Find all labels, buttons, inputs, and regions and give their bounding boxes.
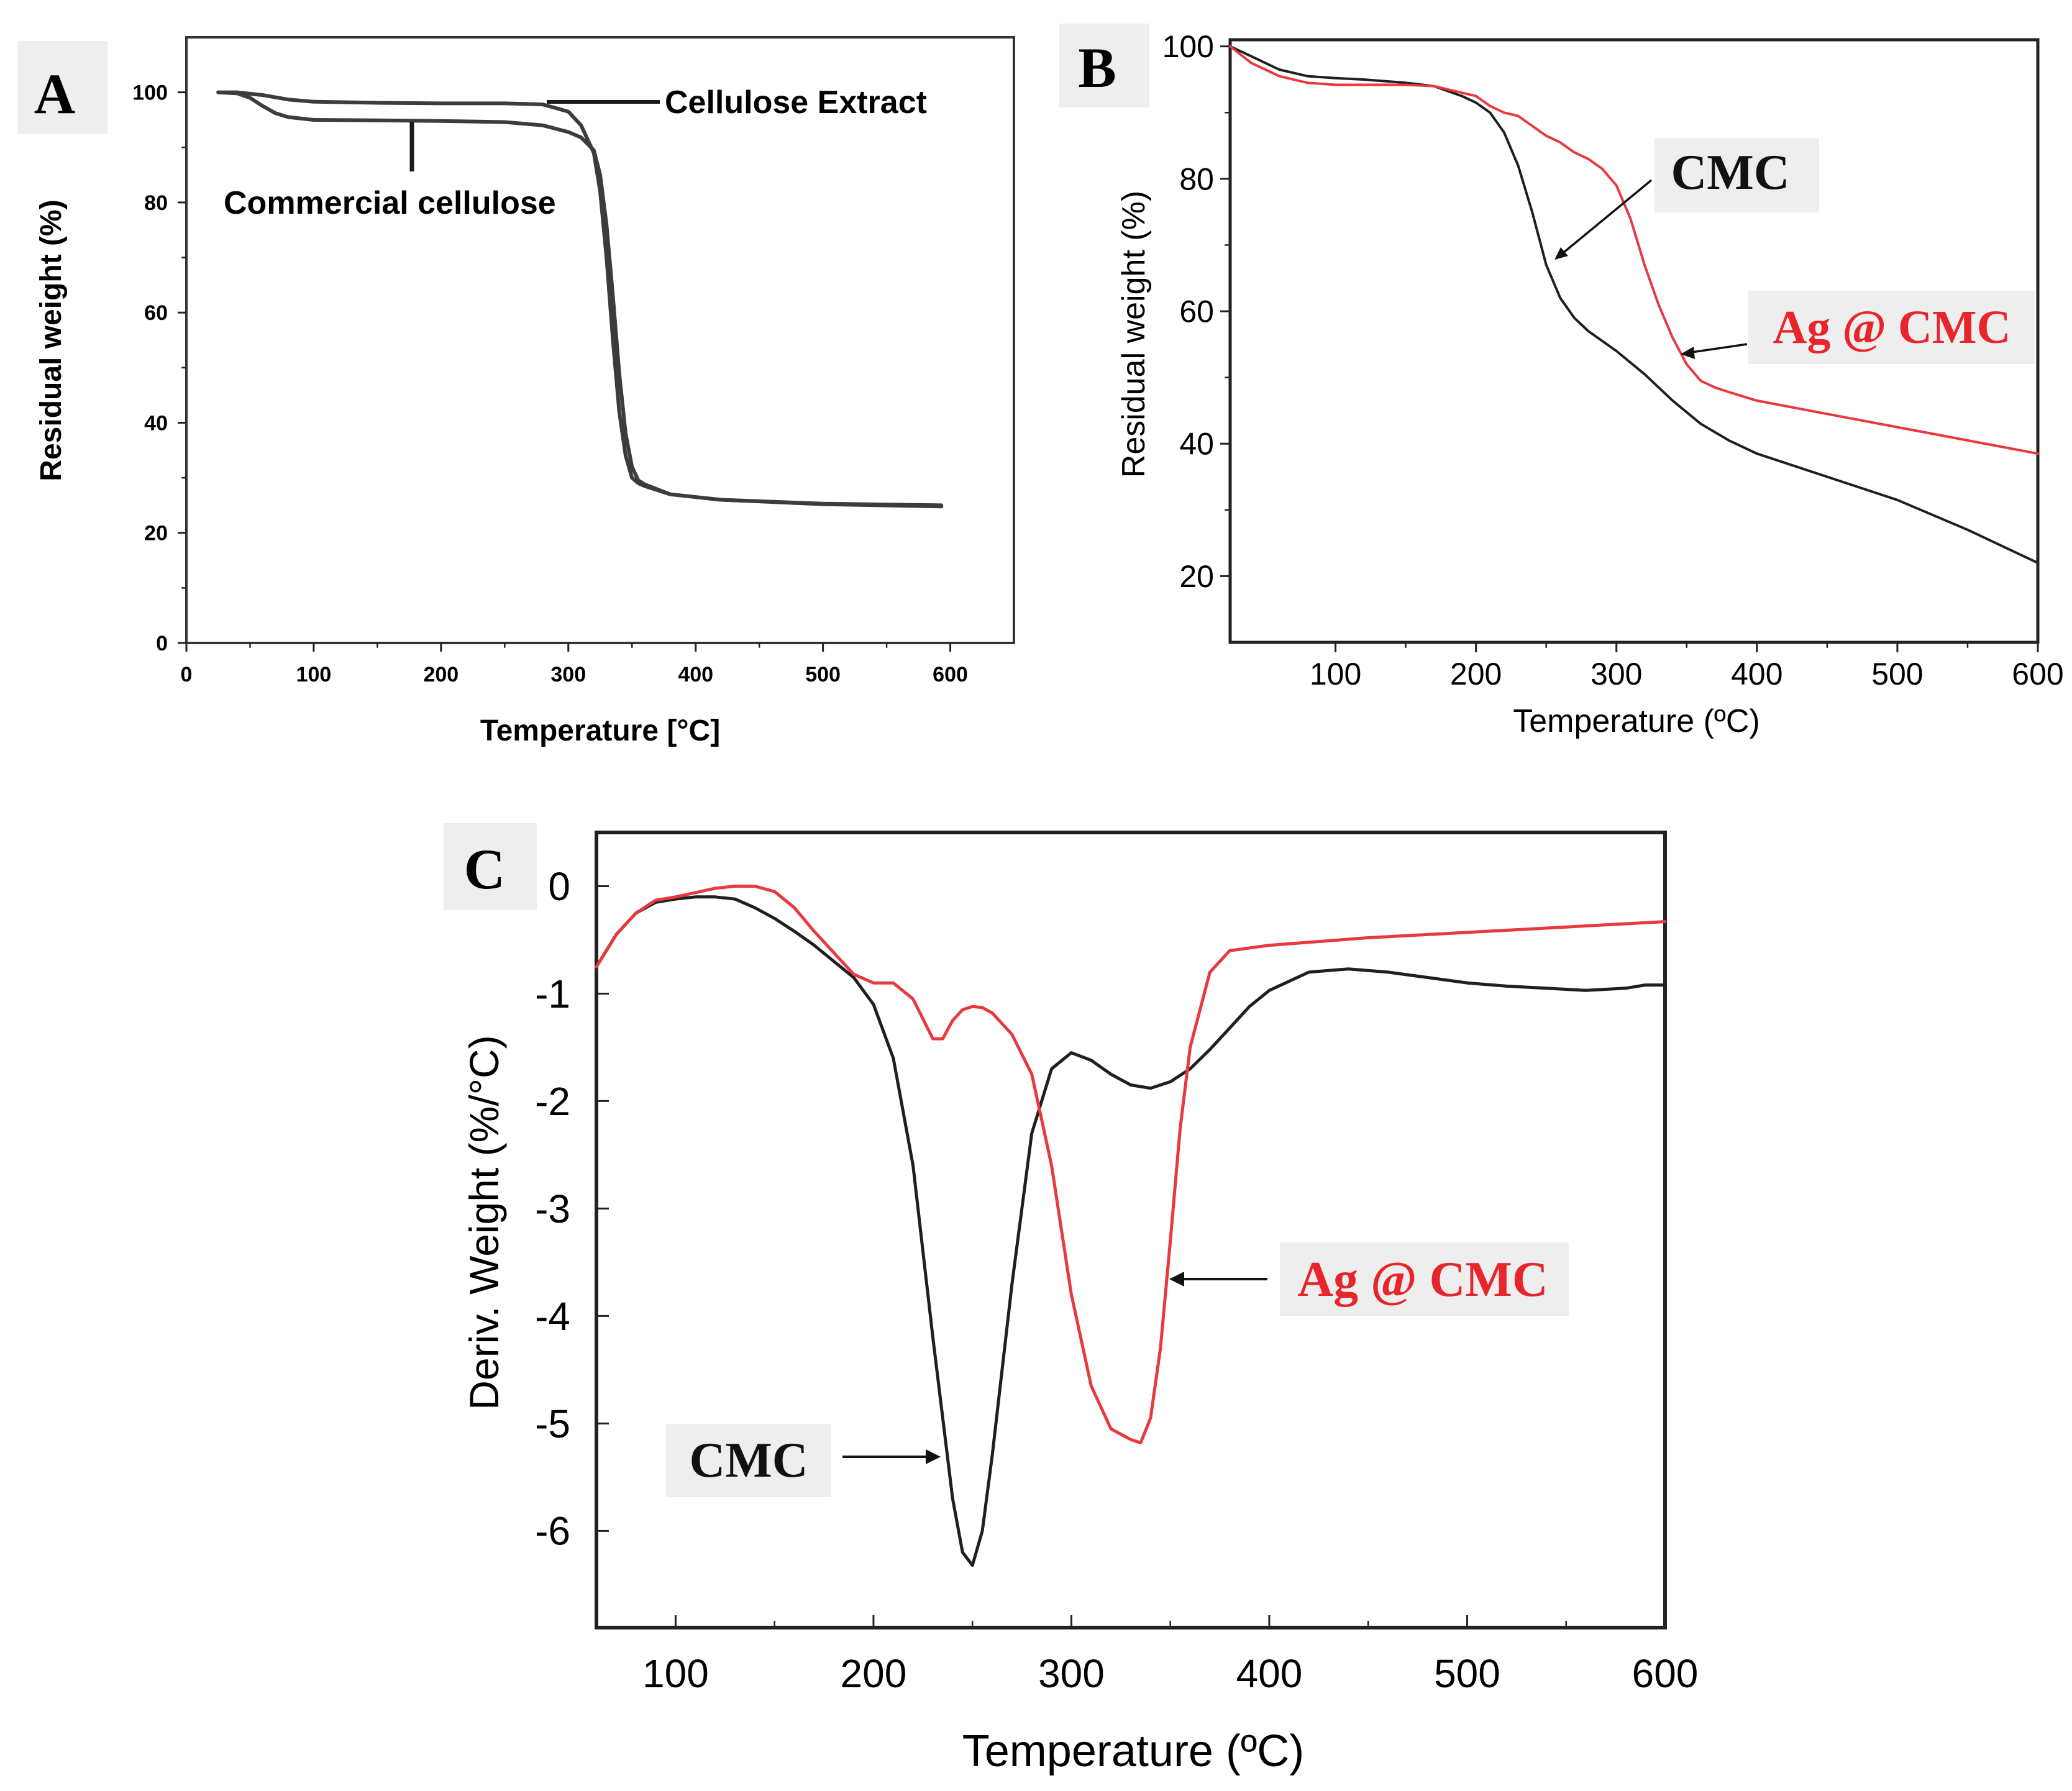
panel-a-y-tick-label-0: 0	[156, 632, 168, 655]
panel-b-cmc-arrow	[1558, 179, 1653, 257]
panel-c-y-tick-label-5: -5	[535, 1401, 570, 1446]
panel-a: A 0 100 200 300 400 500 600 0 20 40 60 80 100 Temper…	[17, 36, 1015, 747]
panel-b-x-tick-label-1: 200	[1450, 657, 1502, 691]
panel-c-series-cmc-line	[595, 895, 1667, 1567]
panel-b-x-tick-label-2: 300	[1591, 657, 1642, 691]
panel-a-y-axis-title: Residual weight (%)	[35, 199, 68, 481]
panel-b-letter-box	[1059, 24, 1149, 107]
panel-b-ag-cmc-arrowhead	[1681, 347, 1695, 359]
panel-a-commercial-cellulose-label: Commercial cellulose	[224, 185, 556, 221]
panel-c-cmc-label: CMC	[689, 1433, 808, 1488]
panel-b-plot-frame	[1228, 38, 2040, 644]
panel-b-series-cmc-line	[1229, 45, 2039, 565]
panel-a-series-cellulose-extract-line	[216, 90, 944, 508]
panel-c-x-tick-label-1: 200	[841, 1651, 907, 1696]
panel-c-y-axis-title: Deriv. Weight (%/°C)	[461, 1035, 507, 1410]
panel-c-y-tick-label-0: 0	[548, 864, 570, 909]
panel-a-cellulose-extract-label: Cellulose Extract	[665, 84, 927, 121]
panel-c-x-tick-label-4: 500	[1434, 1651, 1500, 1696]
panel-c-cmc-arrowhead	[926, 1449, 941, 1464]
panel-a-x-axis-title: Temperature [°C]	[480, 714, 720, 747]
panel-a-letter: A	[34, 62, 75, 125]
panel-a-x-tick-label-6: 600	[933, 663, 968, 686]
panel-c-x-tick-label-0: 100	[642, 1651, 709, 1696]
panel-c-ag-cmc-label-box	[1280, 1242, 1569, 1316]
panel-b-x-tick-label-4: 500	[1871, 657, 1923, 691]
panel-a-x-tick-label-3: 300	[550, 663, 586, 686]
panel-b-x-tick-label-0: 100	[1310, 657, 1361, 691]
panel-a-x-tick-label-5: 500	[805, 663, 841, 686]
panel-b-series-ag-cmc-line	[1229, 45, 2039, 455]
panel-c-x-tick-label-2: 300	[1038, 1651, 1105, 1696]
panel-a-x-tick-label-4: 400	[678, 663, 713, 686]
panel-b-cmc-label-box	[1654, 138, 1819, 212]
panel-b-x-tick-label-5: 600	[2012, 657, 2063, 691]
panel-a-y-tick-label-1: 20	[144, 522, 168, 545]
panel-a-x-tick-label-2: 200	[423, 663, 459, 686]
panel-b-cmc-label: CMC	[1671, 145, 1789, 200]
panel-a-y-tick-label-3: 60	[144, 301, 168, 325]
panel-c: C 100 200 300 400 500 600 0 -1 -2 -3 -4 -5 -6 Temper…	[444, 823, 1698, 1776]
panel-a-letter-box	[17, 41, 107, 134]
panel-a-x-tick-label-1: 100	[296, 663, 332, 686]
panel-b-y-tick-label-4: 100	[1162, 29, 1214, 64]
panel-b-y-tick-label-2: 60	[1179, 294, 1214, 329]
panel-c-ag-cmc-arrowhead	[1169, 1272, 1184, 1287]
panel-b-y-tick-label-1: 40	[1179, 427, 1214, 462]
panel-b-plot: 100 200 300 400 500 600 20 40 60 80 100	[1162, 29, 2064, 691]
panel-b-y-tick-label-3: 80	[1179, 162, 1214, 196]
panel-a-y-tick-label-5: 100	[132, 81, 168, 105]
panel-a-y-tick-label-4: 80	[144, 191, 168, 215]
panel-c-y-tick-label-6: -6	[535, 1509, 570, 1554]
panel-c-ag-cmc-label: Ag @ CMC	[1297, 1252, 1548, 1307]
panel-c-letter: C	[464, 837, 505, 901]
panel-b-ag-cmc-arrow	[1687, 343, 1748, 354]
panel-b-y-tick-label-0: 20	[1179, 559, 1214, 594]
panel-c-cmc-label-box	[666, 1424, 831, 1497]
panel-b-x-tick-label-3: 400	[1731, 657, 1782, 691]
panel-a-plot-frame	[185, 36, 1015, 644]
panel-b-ag-cmc-label: Ag @ CMC	[1773, 301, 2010, 353]
panel-c-x-tick-label-5: 600	[1632, 1651, 1699, 1696]
panel-c-y-tick-label-2: -2	[535, 1079, 570, 1124]
panel-b-y-axis-title: Residual weight (%)	[1116, 191, 1152, 478]
panel-c-y-tick-label-4: -4	[535, 1294, 570, 1339]
panel-b-ag-cmc-label-box	[1748, 291, 2035, 364]
panel-c-series-ag-cmc-line	[595, 885, 1667, 1444]
panel-b: B 100 200 300 400 500 600 20 40 60 80 100 Temperat…	[1059, 24, 2064, 739]
panel-c-y-tick-label-3: -3	[535, 1187, 570, 1231]
panel-a-x-tick-label-0: 0	[181, 663, 193, 686]
panel-c-y-tick-label-1: -1	[535, 972, 570, 1016]
panel-c-plot: 100 200 300 400 500 600 0 -1 -2 -3 -4 -5 -6	[535, 864, 1698, 1696]
panel-b-cmc-arrowhead	[1554, 247, 1568, 260]
panel-c-x-tick-label-3: 400	[1236, 1651, 1303, 1696]
panel-b-x-axis-title: Temperature (ºC)	[1513, 703, 1760, 739]
panel-a-plot: 0 100 200 300 400 500 600 0 20 40 60 80 100	[132, 81, 968, 686]
panel-c-plot-frame	[595, 831, 1667, 1629]
panel-c-x-axis-title: Temperature (ºC)	[962, 1726, 1304, 1776]
panel-a-y-tick-label-2: 40	[144, 411, 168, 435]
panel-c-letter-box	[444, 823, 537, 910]
panel-b-letter: B	[1078, 36, 1116, 99]
panel-a-series-commercial-cellulose-line	[216, 90, 944, 509]
